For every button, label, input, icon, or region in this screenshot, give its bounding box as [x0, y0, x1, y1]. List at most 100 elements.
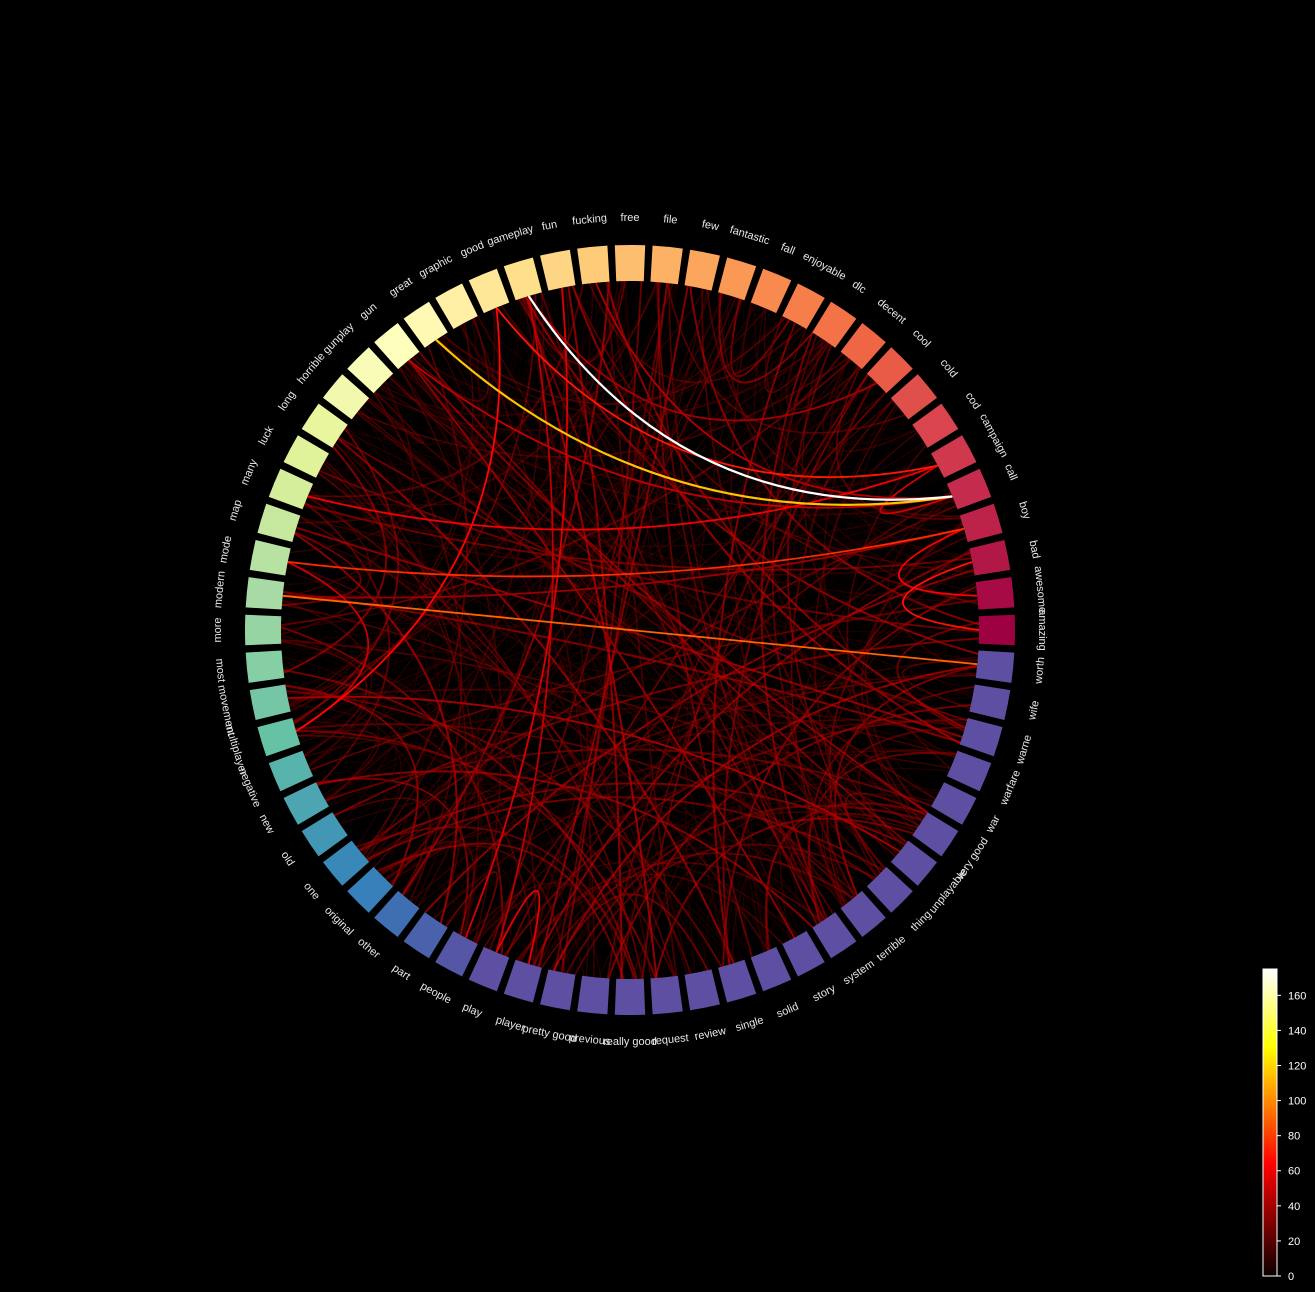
chord-link: [398, 694, 974, 893]
chord-link: [309, 599, 978, 771]
chord-link: [293, 392, 887, 723]
chord-link: [770, 440, 924, 943]
node-arc-unplayable: [890, 840, 938, 886]
chord-link: [281, 435, 388, 604]
node-label-request: request: [652, 1032, 690, 1048]
node-arc-long: [301, 403, 348, 448]
node-label-decent: decent: [875, 296, 908, 326]
chord-link: [283, 667, 854, 899]
chord-link: [689, 286, 980, 626]
chord-link: [297, 734, 675, 977]
chord-link: [588, 283, 803, 384]
node-label-old: old: [278, 849, 296, 868]
chord-link: [307, 338, 823, 506]
chord-link: [398, 368, 964, 734]
chord-link: [866, 592, 978, 835]
chord-link: [494, 363, 857, 953]
colorbar-tick-label: 20: [1288, 1236, 1300, 1248]
chord-link: [320, 468, 979, 604]
chord-link: [485, 877, 734, 964]
node-arc-request: [650, 975, 683, 1015]
chord-link: [288, 322, 474, 706]
node-arc-amazing: [978, 614, 1016, 646]
chord-link: [897, 567, 974, 699]
node-arc-good: [468, 268, 510, 314]
chord-link-play-player: [495, 889, 541, 965]
node-label-few: few: [701, 218, 720, 233]
node-label-very-good: very good: [954, 835, 991, 882]
chord-link: [417, 287, 566, 908]
node-arc-more: [245, 614, 282, 646]
chord-link: [793, 342, 844, 407]
chord-link: [800, 353, 904, 848]
node-label-cold: cold: [938, 357, 960, 380]
node-arc-horrible: [322, 374, 370, 420]
chord-link: [406, 361, 484, 919]
node-arc-graphic: [435, 283, 478, 329]
node-label-system: system: [841, 958, 877, 987]
colorbar-tick-label: 120: [1288, 1060, 1306, 1072]
node-label-many: many: [239, 457, 261, 487]
chord-link: [295, 457, 380, 535]
chord-link: [703, 521, 963, 972]
chord-link: [787, 321, 972, 557]
chord-link: [281, 386, 411, 604]
chord-link: [718, 292, 814, 384]
chord-link: [472, 883, 642, 979]
chord-link: [280, 359, 852, 627]
chord-link: [826, 726, 966, 906]
node-label-story: story: [811, 982, 838, 1004]
node-arc-modern: [245, 577, 285, 610]
chord-link: [417, 352, 919, 468]
chord-link: [364, 833, 496, 951]
chord-link: [416, 353, 979, 610]
chord-link: [356, 412, 943, 788]
node-label-fall: fall: [779, 241, 797, 257]
chord-link: [384, 366, 860, 879]
colorbar-tick-label: 100: [1288, 1096, 1306, 1108]
chord-link: [724, 825, 906, 966]
node-arc-wife: [969, 684, 1011, 720]
chord-link: [354, 817, 441, 903]
chord-link: [306, 496, 676, 977]
chord-link: [403, 363, 924, 821]
chord-link: [852, 391, 975, 573]
chord-link: [333, 797, 431, 895]
chord-link: [784, 365, 858, 908]
chord-link: [286, 689, 753, 958]
chord-link-campaign-call: [879, 464, 953, 515]
chord-link: [666, 282, 906, 434]
chord-link: [427, 286, 692, 915]
chord-link: [801, 339, 951, 769]
node-arc-one: [322, 840, 370, 886]
node-arc-fantastic: [718, 257, 757, 301]
chord-link: [320, 467, 475, 934]
node-arc-people: [435, 931, 478, 977]
node-arc-cod: [912, 403, 959, 448]
chord-link: [321, 765, 884, 871]
chord-link: [287, 281, 653, 562]
chord-link: [413, 355, 798, 937]
chord-link: [881, 668, 977, 803]
chord-link: [786, 344, 882, 874]
chord-link: [668, 283, 824, 922]
chord-link: [465, 882, 635, 980]
chord-link: [571, 285, 961, 745]
chord-link: [596, 282, 961, 745]
chord-link: [819, 399, 893, 863]
chord-link: [282, 380, 415, 599]
chord-link: [288, 695, 363, 734]
node-arc-fun: [540, 249, 576, 291]
node-arc-story: [782, 931, 825, 977]
node-arc-new: [283, 782, 329, 825]
chord-link-campaign-many: [307, 464, 939, 531]
chord-link: [310, 413, 412, 772]
node-arc-boy: [959, 503, 1003, 542]
node-label-great: great: [387, 275, 415, 299]
chord-link: [445, 871, 499, 944]
node-label-war: war: [983, 813, 1003, 835]
chord-link: [718, 842, 885, 968]
chord-link: [500, 305, 975, 574]
chord-link: [874, 637, 980, 819]
chord-link: [872, 435, 980, 630]
